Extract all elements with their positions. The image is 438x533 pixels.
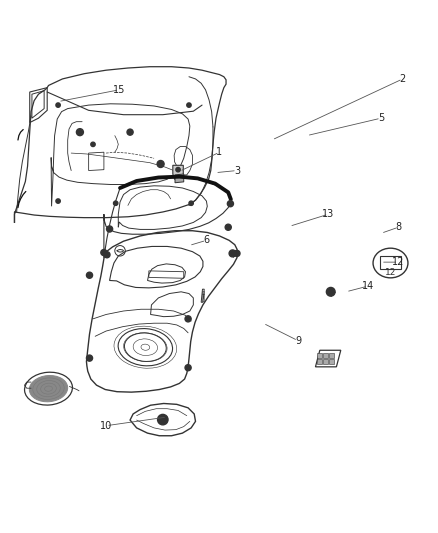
Polygon shape: [173, 165, 183, 179]
Polygon shape: [322, 353, 327, 358]
Circle shape: [325, 287, 334, 296]
Circle shape: [86, 355, 92, 361]
Text: 12: 12: [391, 257, 404, 267]
Circle shape: [225, 224, 231, 230]
Circle shape: [101, 249, 107, 256]
Circle shape: [188, 201, 193, 205]
Polygon shape: [322, 359, 327, 364]
Text: 5: 5: [377, 113, 383, 123]
Circle shape: [56, 103, 60, 107]
Text: 10: 10: [100, 421, 112, 431]
Circle shape: [233, 251, 240, 256]
Text: 1: 1: [216, 147, 222, 157]
Circle shape: [127, 129, 133, 135]
Text: 13: 13: [321, 209, 334, 219]
Circle shape: [184, 316, 191, 322]
Polygon shape: [317, 353, 321, 358]
Text: 9: 9: [294, 336, 300, 346]
Circle shape: [184, 365, 191, 371]
Circle shape: [76, 128, 83, 135]
Circle shape: [91, 142, 95, 147]
Circle shape: [113, 201, 117, 205]
Text: 15: 15: [113, 85, 125, 95]
Text: 6: 6: [203, 236, 209, 245]
Circle shape: [229, 250, 236, 257]
Polygon shape: [317, 359, 321, 364]
Polygon shape: [328, 359, 333, 364]
Circle shape: [176, 167, 180, 172]
Circle shape: [86, 272, 92, 278]
Circle shape: [186, 103, 191, 107]
Circle shape: [104, 252, 110, 258]
Circle shape: [157, 160, 164, 167]
Circle shape: [227, 200, 233, 207]
Polygon shape: [328, 353, 333, 358]
Text: 2: 2: [399, 74, 405, 84]
Circle shape: [106, 226, 113, 232]
Ellipse shape: [29, 375, 67, 402]
Circle shape: [157, 414, 168, 425]
Text: 3: 3: [233, 166, 240, 175]
Circle shape: [56, 199, 60, 203]
Text: 8: 8: [394, 222, 400, 232]
Polygon shape: [175, 174, 184, 183]
Text: 14: 14: [361, 281, 373, 291]
Text: 12: 12: [384, 268, 395, 277]
